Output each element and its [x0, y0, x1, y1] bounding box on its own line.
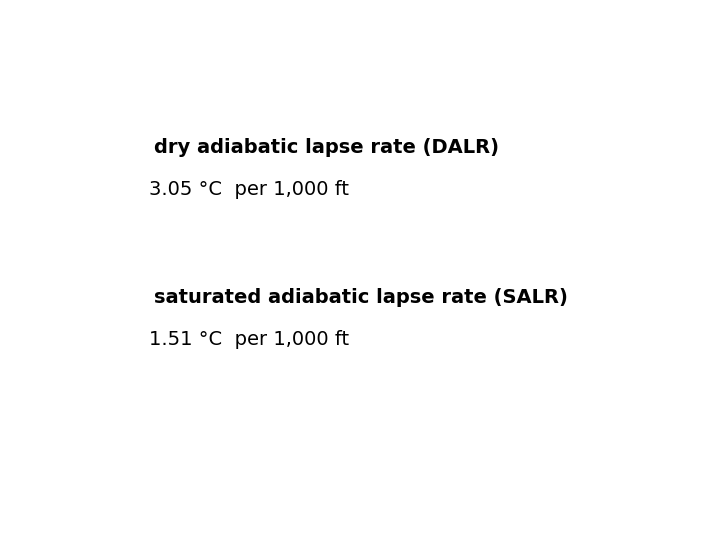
Text: 1.51 °C  per 1,000 ft: 1.51 °C per 1,000 ft [148, 330, 348, 349]
Text: saturated adiabatic lapse rate (SALR): saturated adiabatic lapse rate (SALR) [154, 288, 568, 307]
Text: 3.05 °C  per 1,000 ft: 3.05 °C per 1,000 ft [148, 180, 348, 199]
Text: dry adiabatic lapse rate (DALR): dry adiabatic lapse rate (DALR) [154, 138, 499, 158]
